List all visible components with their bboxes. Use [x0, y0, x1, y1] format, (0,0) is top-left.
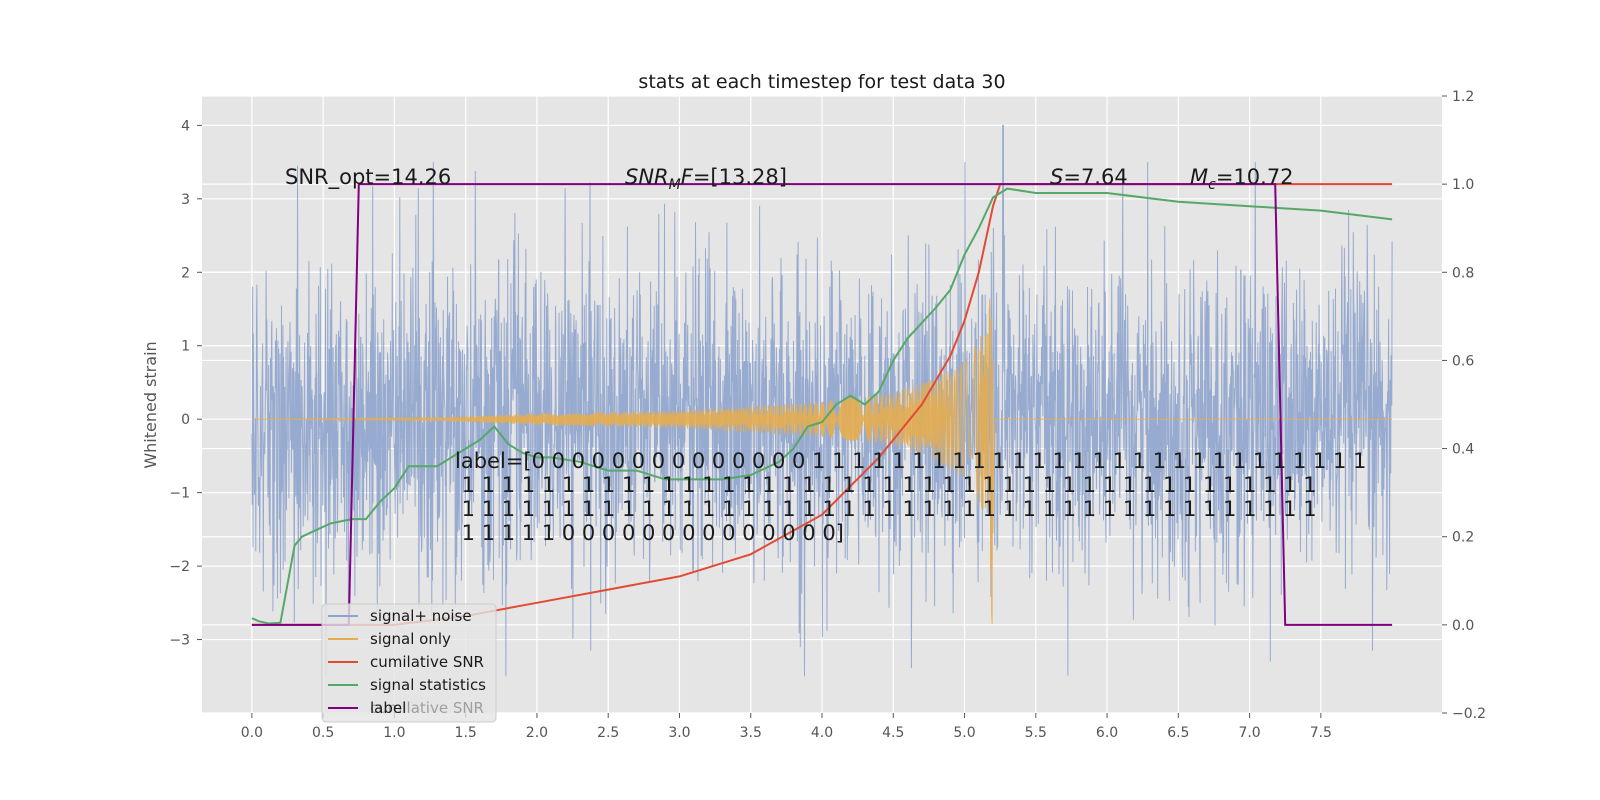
- y-tick-label: −2: [169, 559, 190, 575]
- legend-label-signal-noise: signal+ noise: [370, 607, 472, 625]
- x-tick-label: 3.0: [668, 725, 690, 741]
- legend: cumilative SNR signal+ noise signal only…: [321, 603, 497, 723]
- x-tick-label: 5.5: [1025, 725, 1047, 741]
- x-tick-label: 2.0: [526, 725, 548, 741]
- series-signal-only: [251, 298, 1393, 624]
- y2-tick-label: 1.2: [1452, 89, 1474, 105]
- x-tick-label: 7.0: [1238, 725, 1260, 741]
- x-tick-label: 3.5: [740, 725, 762, 741]
- series-signal-noise: [251, 124, 1393, 677]
- x-axis: 0.0 0.5 1.0 1.5 2.0 2.5 3.0 3.5 4.0 4.5 5.0 5.5 6.0 6…: [241, 713, 1332, 741]
- x-tick-label: 6.0: [1096, 725, 1118, 741]
- x-tick-label: 4.5: [882, 725, 904, 741]
- x-tick-label: 7.5: [1310, 725, 1332, 741]
- x-tick-label: 4.0: [811, 725, 833, 741]
- y-tick-label: 2: [181, 265, 190, 281]
- legend-label-signal-only: signal only: [370, 630, 451, 648]
- annotation-mc: Mc=10.72: [1190, 165, 1294, 193]
- y-tick-label: −3: [169, 633, 190, 649]
- legend-label-cumulative-snr: cumilative SNR: [370, 653, 484, 671]
- label-line-1: label=[0 0 0 0 0 0 0 0 0 0 0 0 0 0 1 1 1…: [455, 449, 1366, 473]
- y2-tick-label: 0.6: [1452, 353, 1474, 369]
- x-tick-label: 0.0: [241, 725, 263, 741]
- y-axis-label: Whitened strain: [141, 341, 160, 468]
- x-tick-label: 1.0: [383, 725, 405, 741]
- y-tick-label: 0: [181, 412, 190, 428]
- chart-title: stats at each timestep for test data 30: [638, 71, 1005, 93]
- label-array-text: label=[0 0 0 0 0 0 0 0 0 0 0 0 0 0 1 1 1…: [455, 449, 1366, 545]
- label-line-3: 1 1 1 1 1 1 1 1 1 1 1 1 1 1 1 1 1 1 1 1 …: [455, 497, 1317, 521]
- label-line-2: 1 1 1 1 1 1 1 1 1 1 1 1 1 1 1 1 1 1 1 1 …: [455, 473, 1317, 497]
- annotation-snr-opt: SNR_opt=14.26: [285, 165, 451, 190]
- x-tick-label: 2.5: [597, 725, 619, 741]
- y2-tick-label: −0.2: [1452, 706, 1486, 722]
- y2-tick-label: 0.8: [1452, 265, 1474, 281]
- y2-tick-label: 0.2: [1452, 530, 1474, 546]
- y-axis-right: −0.2 0.0 0.2 0.4 0.6 0.8 1.0 1.2: [1442, 89, 1486, 722]
- y2-tick-label: 1.0: [1452, 177, 1474, 193]
- annotations: SNR_opt=14.26 SNRMF=[13.28] S=7.64 Mc=10…: [285, 165, 1294, 193]
- series-signal-statistics: [251, 187, 1393, 625]
- annotation-s: S=7.64: [1050, 165, 1128, 189]
- y2-tick-label: 0.4: [1452, 442, 1474, 458]
- x-tick-label: 1.5: [455, 725, 477, 741]
- label-line-4: 1 1 1 1 1 0 0 0 0 0 0 0 0 0 0 0 0 0 0]: [455, 521, 844, 545]
- legend-box: [321, 603, 497, 723]
- y-tick-label: 3: [181, 192, 190, 208]
- x-tick-label: 6.5: [1167, 725, 1189, 741]
- legend-overlay-text: cumilative SNR: [370, 699, 484, 717]
- y-tick-label: 4: [181, 118, 190, 134]
- legend-label-signal-statistics: signal statistics: [370, 676, 486, 694]
- y-axis-left: −3 −2 −1 0 1 2 3 4: [169, 118, 202, 649]
- annotation-snr-mf: SNRMF=[13.28]: [625, 165, 787, 193]
- x-tick-label: 5.0: [953, 725, 975, 741]
- x-tick-label: 0.5: [312, 725, 334, 741]
- y2-tick-label: 0.0: [1452, 618, 1474, 634]
- y-tick-label: −1: [169, 486, 190, 502]
- legend-label-label: label: [370, 699, 406, 717]
- y-tick-label: 1: [181, 339, 190, 355]
